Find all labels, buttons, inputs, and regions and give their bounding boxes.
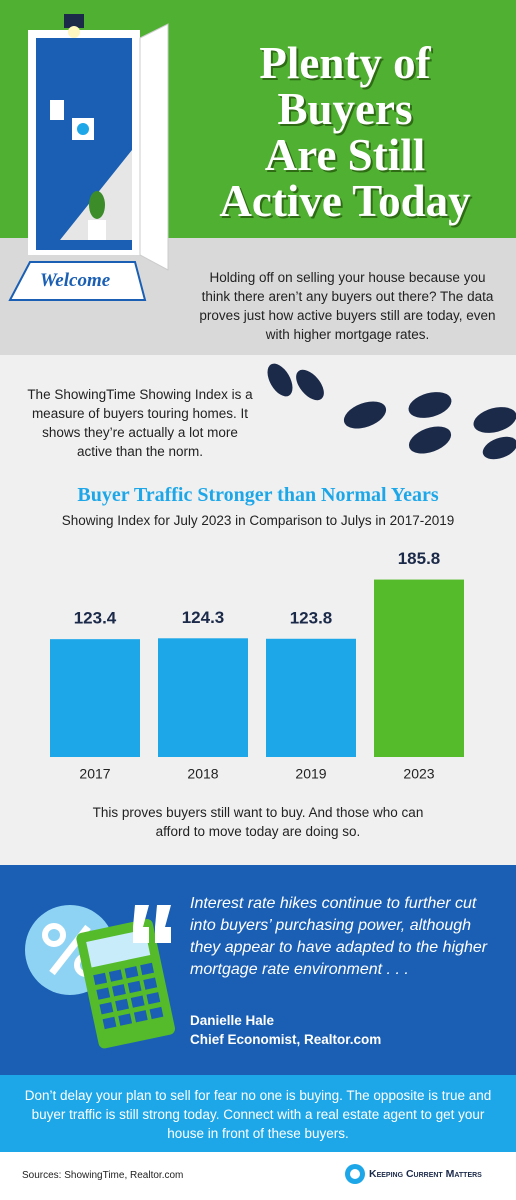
footprint [343,401,387,429]
quote-role: Chief Economist, Realtor.com [190,1032,382,1047]
quote-mark [133,905,171,943]
footprint [482,436,516,460]
x-tick-label: 2018 [187,766,218,782]
title: Plenty of Buyers Are Still Active Today [190,40,500,224]
plant [89,191,105,219]
logo-icon [345,1164,365,1184]
cta-bg [0,1075,516,1152]
bar [158,638,248,757]
lamp [64,14,84,28]
index-note: The ShowingTime Showing Index is a measu… [27,387,253,459]
footprint [473,407,516,433]
footprints [267,363,516,460]
x-tick-label: 2017 [79,766,110,782]
bar [266,638,356,757]
title-line: Are Still [264,130,426,180]
x-tick-label: 2019 [295,766,326,782]
x-tick-label: 2023 [403,766,434,782]
pot [88,220,106,240]
frame [50,100,64,120]
bar [50,639,140,757]
title-line: Buyers [277,84,413,134]
bar [374,579,464,757]
sources: Sources: ShowingTime, Realtor.com [22,1170,184,1181]
bulb [68,26,80,38]
logo-text: Keeping Current Matters [369,1168,482,1180]
footer-bg [0,1152,516,1200]
mat [8,261,147,301]
title-line: Active Today [219,176,471,226]
footprint [267,363,293,397]
frame-art [77,123,89,135]
quote-name: Danielle Hale [190,1013,275,1028]
mat-text: Welcome [39,270,111,291]
cta-text: Don’t delay your plan to sell for fear n… [24,1088,492,1141]
bar-chart: 123.4 2017 124.3 2018 123.8 2019 185.8 2023 [50,549,464,782]
value-label: 123.4 [74,609,117,628]
value-label: 123.8 [290,608,333,627]
value-label: 185.8 [398,549,441,568]
intro-text: Holding off on selling your house becaus… [199,270,496,342]
quote-icons [25,905,176,1049]
quote-text: Interest rate hikes continue to further … [190,895,488,978]
door-illustration [0,14,516,355]
value-label: 124.3 [182,608,225,627]
footprint [296,369,324,401]
title-line: Plenty of [259,38,431,88]
footprint [408,392,452,418]
chart-caption: This proves buyers still want to buy. An… [92,805,424,839]
footprint [408,426,452,454]
percent-glyph [42,923,66,947]
chart-title: Buyer Traffic Stronger than Normal Years [77,484,439,506]
open-door [139,23,169,271]
chart-subtitle: Showing Index for July 2023 in Compariso… [61,513,455,528]
